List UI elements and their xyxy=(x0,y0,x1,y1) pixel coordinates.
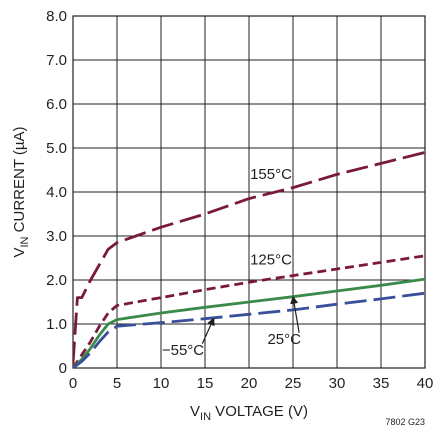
y-tick-label-1: 1.0 xyxy=(46,316,67,333)
x-axis-title-prefix: V xyxy=(190,403,200,420)
plot-frame xyxy=(72,15,426,369)
y-axis-title: VIN CURRENT (µA) xyxy=(11,126,31,257)
x-tick-label-8: 40 xyxy=(417,375,434,392)
x-tick-label-3: 15 xyxy=(197,375,214,392)
y-tick-label-4: 4.0 xyxy=(46,184,67,201)
x-tick-label-2: 10 xyxy=(153,375,170,392)
x-axis-title: VIN VOLTAGE (V) xyxy=(190,403,308,423)
series-line-25-c xyxy=(73,277,425,368)
y-axis-title-prefix: V xyxy=(11,248,28,258)
y-tick-label-8: 8.0 xyxy=(46,8,67,25)
y-tick-label-6: 6.0 xyxy=(46,96,67,113)
y-tick-label-5: 5.0 xyxy=(46,140,67,157)
x-tick-labels: 0 5 10 15 20 25 30 35 40 xyxy=(69,375,434,392)
annotation-25-c: 25°C xyxy=(267,331,301,348)
y-axis-title-suffix: CURRENT (µA) xyxy=(11,126,28,236)
series-line-155-c xyxy=(73,151,425,364)
y-tick-labels: 0 1.0 2.0 3.0 4.0 5.0 6.0 7.0 8.0 xyxy=(46,8,67,377)
x-tick-label-5: 25 xyxy=(285,375,302,392)
series-layer xyxy=(73,151,425,368)
y-tick-label-2: 2.0 xyxy=(46,272,67,289)
x-tick-label-4: 20 xyxy=(241,375,258,392)
annotation-arrow-25-c xyxy=(290,295,300,333)
x-tick-label-7: 35 xyxy=(373,375,390,392)
annotation-arrow-55-c xyxy=(201,317,215,345)
annotations: 155°C 125°C 25°C −55°C xyxy=(162,166,301,359)
x-axis-title-suffix: VOLTAGE (V) xyxy=(211,403,308,420)
annotation-55-c: −55°C xyxy=(162,342,204,359)
y-axis-title-sub: IN xyxy=(19,236,31,247)
y-tick-label-7: 7.0 xyxy=(46,52,67,69)
series-line-125-c xyxy=(73,254,425,368)
y-tick-label-3: 3.0 xyxy=(46,228,67,245)
figure-code: 7802 G23 xyxy=(385,417,425,427)
x-tick-label-6: 30 xyxy=(329,375,346,392)
x-tick-label-1: 5 xyxy=(113,375,121,392)
y-tick-label-0: 0 xyxy=(59,360,67,377)
x-axis-title-sub: IN xyxy=(200,411,211,423)
x-tick-label-0: 0 xyxy=(69,375,77,392)
annotation-155-c: 155°C xyxy=(250,166,292,183)
annotation-125-c: 125°C xyxy=(250,252,292,269)
series-line-55-c xyxy=(73,291,425,368)
